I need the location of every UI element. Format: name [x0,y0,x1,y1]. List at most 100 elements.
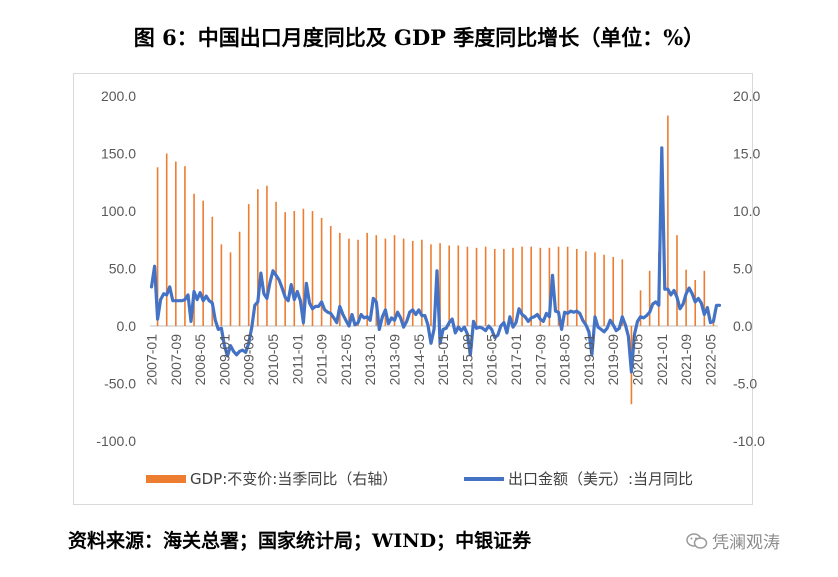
gdp-bar [457,245,460,326]
right-tick-label: -5.0 [733,376,757,392]
wechat-icon [686,532,708,549]
gdp-bar [156,167,159,326]
gdp-bar [184,166,186,326]
x-tick-label: 2007-01 [144,334,160,386]
export-line [149,146,722,374]
x-tick-label: 2008-05 [192,334,208,386]
gdp-bar [603,254,605,326]
gdp-bar [384,238,387,326]
gdp-bar [421,239,423,326]
gdp-bar [229,252,232,326]
gdp-bar [648,270,651,326]
x-tick-label: 2021-09 [678,334,694,386]
gdp-bar [375,235,378,326]
gdp-bar [247,204,250,326]
gdp-bar [530,246,532,326]
gdp-bar [566,246,569,326]
gdp-bar [503,248,505,326]
gdp-bar [621,259,624,326]
x-tick-label: 2017-01 [508,334,524,386]
gdp-bar [475,247,478,326]
gdp-bar [320,217,323,326]
left-tick-label: 200.0 [101,88,136,104]
gdp-bar [311,211,314,326]
gdp-bar [539,247,542,326]
right-tick-label: 20.0 [733,88,760,104]
x-tick-label: 2019-09 [605,334,621,386]
gdp-bar [667,115,669,326]
gdp-bar [293,211,296,326]
gdp-bar [585,251,587,326]
legend-gdp-label: GDP:不变价:当季同比（右轴） [190,470,397,488]
gdp-bar [202,200,204,326]
gdp-bar [676,235,678,326]
x-tick-label: 2010-05 [265,334,281,386]
x-tick-label: 2015-09 [459,334,475,386]
left-tick-label: -50.0 [104,376,136,392]
gdp-bar [220,244,223,326]
gdp-bar [175,161,177,326]
gdp-bar [393,235,396,326]
gdp-bar [257,189,259,326]
left-tick-label: 150.0 [101,146,136,162]
gdp-bar [411,240,414,326]
gdp-bar [493,248,496,326]
gdp-bar [521,246,523,326]
x-tick-label: 2020-05 [630,334,646,386]
right-tick-label: 10.0 [733,203,760,219]
x-tick-label: 2021-01 [654,334,670,386]
gdp-bar [348,238,350,326]
gdp-bar [402,238,405,326]
x-tick-label: 2017-09 [532,334,548,386]
gdp-bar [193,193,195,326]
gdp-bar [594,252,596,326]
gdp-bar [484,246,487,326]
gdp-bar [275,201,277,326]
gdp-bar [329,225,332,326]
chart-frame [73,73,753,505]
x-tick-label: 2012-05 [338,334,354,386]
x-tick-label: 2014-05 [411,334,427,386]
gdp-bar [639,290,642,326]
x-tick-label: 2018-05 [557,334,573,386]
gdp-bar [165,153,168,326]
left-tick-label: -100.0 [96,433,136,449]
gdp-bar [557,246,560,326]
gdp-bar [302,208,305,326]
gdp-bar [512,247,514,326]
gdp-bar [612,257,615,326]
gdp-bar [439,243,441,326]
gdp-bar [703,270,706,326]
left-tick-label: 100.0 [101,203,136,219]
x-tick-label: 2013-09 [387,334,403,386]
gdp-bar [266,185,268,326]
gdp-bar [339,232,341,326]
gdp-bar [575,248,578,326]
gdp-bar [466,246,469,326]
gdp-bar [430,244,432,326]
x-tick-label: 2011-09 [314,334,330,385]
source-note: 资料来源：海关总署；国家统计局；WIND；中银证券 [68,530,532,552]
x-tick-label: 2019-01 [581,334,597,386]
chart-title: 图 6：中国出口月度同比及 GDP 季度同比增长（单位：%） [133,25,705,50]
x-tick-label: 2009-09 [241,334,257,386]
gdp-bar [548,247,551,326]
x-tick-label: 2009-01 [216,334,232,386]
legend-gdp-swatch [146,475,186,483]
x-tick-label: 2011-01 [289,334,305,385]
gdp-bar [211,216,214,326]
x-tick-label: 2022-05 [702,334,718,386]
left-tick-label: 0.0 [117,318,137,334]
right-tick-label: 5.0 [733,261,753,277]
gdp-bar [712,321,715,326]
chart-svg: 200.0 150.0 100.0 50.0 0.0 -50.0 -100.0 20.0 15.… [96,88,765,488]
gdp-bar [366,232,368,326]
x-tick-label: 2015-01 [435,334,451,386]
watermark-text: 凭澜观涛 [712,533,780,553]
right-tick-label: 15.0 [733,146,760,162]
gdp-bar [448,245,450,326]
gdp-bar [238,231,241,326]
gdp-bar [357,239,359,326]
left-tick-label: 50.0 [109,261,136,277]
right-tick-label: -10.0 [733,433,765,449]
